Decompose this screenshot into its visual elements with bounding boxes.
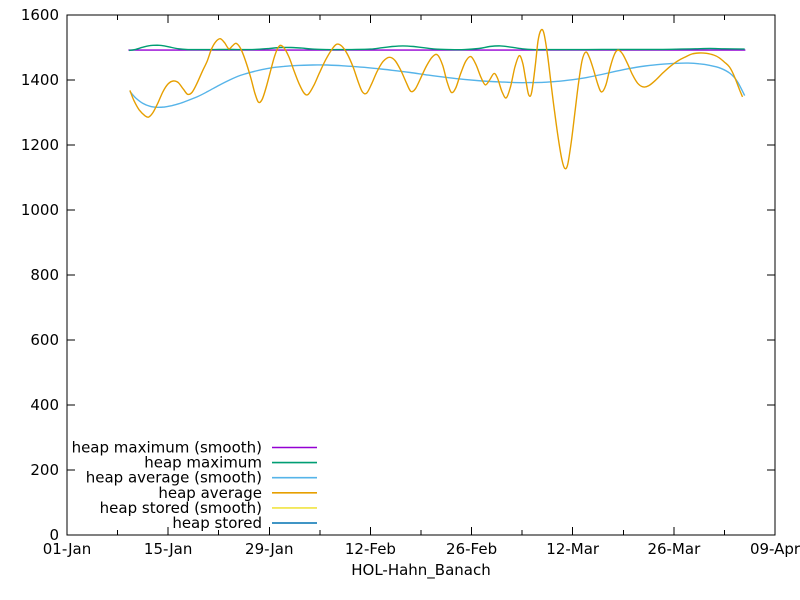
- y-tick-label: 1600: [21, 6, 59, 24]
- y-tick-label: 200: [30, 461, 59, 479]
- x-tick-label: 29-Jan: [245, 540, 293, 558]
- x-tick-label: 26-Mar: [647, 540, 701, 558]
- series-line-heap-average-smooth: [129, 62, 746, 109]
- series-line-heap-average: [129, 28, 744, 170]
- x-tick-label: 12-Mar: [546, 540, 600, 558]
- legend-label-heap-maximum-smooth: heap maximum (smooth): [72, 439, 262, 457]
- x-tick-label: 09-Apr: [750, 540, 800, 558]
- y-tick-label: 400: [30, 396, 59, 414]
- legend-label-heap-maximum: heap maximum: [144, 454, 262, 472]
- legend-label-heap-average-smooth: heap average (smooth): [86, 469, 262, 487]
- x-tick-label: 15-Jan: [144, 540, 192, 558]
- x-tick-label: 26-Feb: [446, 540, 497, 558]
- y-tick-label: 1200: [21, 136, 59, 154]
- y-tick-label: 1000: [21, 201, 59, 219]
- y-tick-label: 600: [30, 331, 59, 349]
- y-tick-label: 0: [49, 526, 59, 544]
- legend-label-heap-average: heap average: [158, 484, 262, 502]
- y-tick-label: 800: [30, 266, 59, 284]
- y-tick-label: 1400: [21, 71, 59, 89]
- legend-label-heap-stored: heap stored: [172, 514, 262, 532]
- legend-label-heap-stored-smooth: heap stored (smooth): [100, 499, 262, 517]
- x-tick-label: 12-Feb: [345, 540, 396, 558]
- x-tick-label: 01-Jan: [43, 540, 91, 558]
- x-axis-title: HOL-Hahn_Banach: [351, 561, 491, 579]
- series-line-heap-maximum: [129, 44, 745, 52]
